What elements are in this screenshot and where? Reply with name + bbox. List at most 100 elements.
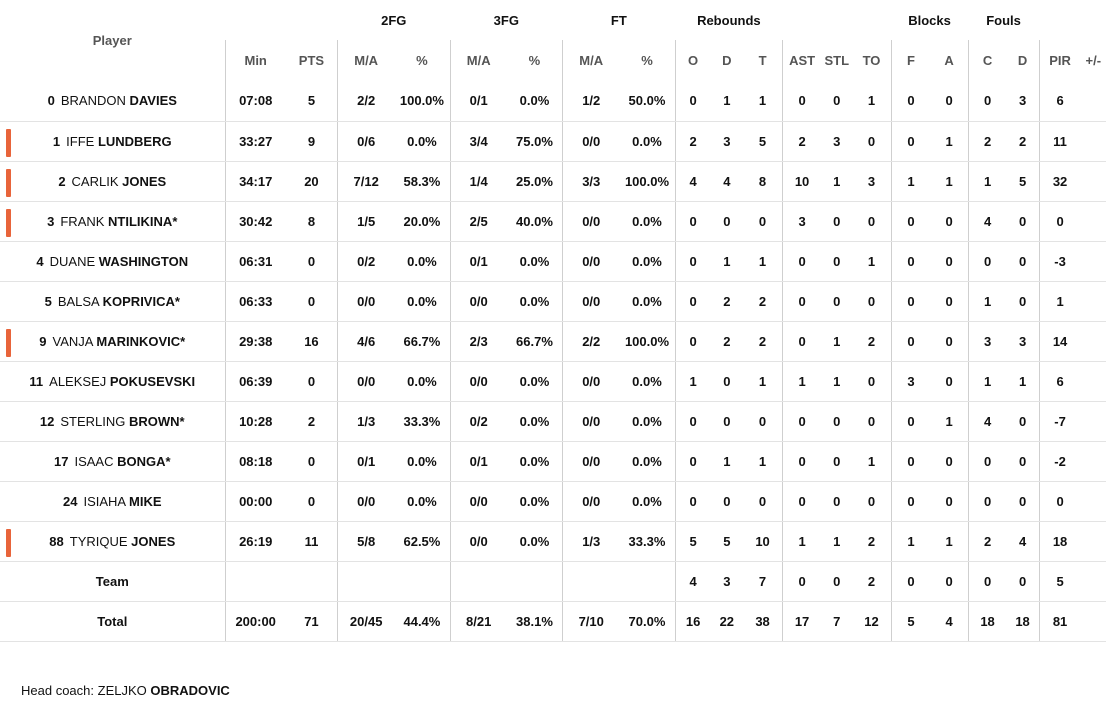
cell-3fg-ma: 0/1 bbox=[449, 81, 507, 122]
player-cell[interactable]: 88 TYRIQUE JONES bbox=[0, 521, 226, 562]
player-first-name: VANJA bbox=[52, 333, 93, 349]
header-group-misc bbox=[783, 0, 891, 40]
cell-pir: 81 bbox=[1038, 601, 1081, 642]
cell-reb-o: 4 bbox=[674, 161, 711, 202]
player-first-name: BRANDON bbox=[60, 93, 126, 109]
player-last-name: WASHINGTON bbox=[98, 253, 189, 269]
cell-stl: 0 bbox=[821, 441, 853, 482]
player-row: 11 ALEKSEJ POKUSEVSKI 06:39 0 0/0 0.0% 0/0 0.0%… bbox=[0, 361, 1106, 402]
player-first-name: STERLING bbox=[60, 413, 126, 429]
cell-reb-d: 0 bbox=[710, 481, 744, 522]
cell-ft-ma: 1/3 bbox=[562, 521, 620, 562]
player-row: 4 DUANE WASHINGTON 06:31 0 0/2 0.0% 0/1 0.0% 0/0… bbox=[0, 241, 1106, 282]
player-first-name: ISAAC bbox=[74, 453, 114, 469]
total-label-text: Total bbox=[97, 613, 128, 629]
cell-ast: 2 bbox=[782, 121, 822, 162]
col-header-reb-d[interactable]: D bbox=[722, 53, 732, 68]
col-header-pir[interactable]: PIR bbox=[1038, 40, 1081, 81]
header-group-rebounds: Rebounds bbox=[697, 12, 761, 28]
col-header-pts[interactable]: PTS bbox=[298, 53, 325, 68]
col-header-2fg-pct[interactable]: % bbox=[416, 53, 428, 68]
player-cell[interactable]: 11 ALEKSEJ POKUSEVSKI bbox=[0, 361, 226, 402]
player-cell[interactable]: 3 FRANK NTILIKINA* bbox=[0, 201, 226, 242]
col-header-ft-ma[interactable]: M/A bbox=[562, 40, 620, 81]
cell-pir: 32 bbox=[1038, 161, 1081, 202]
cell-fouls-c: 1 bbox=[967, 161, 1007, 202]
player-cell[interactable]: 5 BALSA KOPRIVICA* bbox=[0, 281, 226, 322]
player-cell[interactable]: 12 STERLING BROWN* bbox=[0, 401, 226, 442]
cell-pir: -3 bbox=[1038, 241, 1081, 282]
cell-min: 00:00 bbox=[224, 481, 286, 522]
player-cell[interactable]: 24 ISIAHA MIKE bbox=[0, 481, 226, 522]
player-header[interactable]: Player bbox=[92, 33, 132, 48]
cell-3fg-pct: 25.0% bbox=[506, 161, 563, 202]
cell-pir: 6 bbox=[1038, 361, 1081, 402]
cell-2fg-ma: 0/2 bbox=[337, 241, 395, 282]
col-header-3fg-pct[interactable]: % bbox=[528, 53, 541, 68]
cell-3fg-ma: 0/0 bbox=[449, 281, 507, 322]
player-number: 5 bbox=[44, 293, 52, 309]
col-header-reb-t[interactable]: T bbox=[758, 53, 767, 68]
cell-blk-a: 1 bbox=[930, 121, 969, 162]
cell-to: 12 bbox=[852, 601, 892, 642]
player-last-name: DAVIES bbox=[129, 93, 177, 109]
col-header-fouls-c[interactable]: C bbox=[967, 40, 1007, 81]
cell-ft-ma: 3/3 bbox=[562, 161, 620, 202]
cell-ft-pct: 100.0% bbox=[619, 161, 676, 202]
col-header-reb-o[interactable]: O bbox=[674, 40, 711, 81]
head-coach: Head coach: ZELJKO OBRADOVIC bbox=[21, 683, 230, 698]
cell-reb-o: 0 bbox=[674, 321, 711, 362]
player-last-name: JONES bbox=[131, 533, 176, 549]
player-cell[interactable]: 2 CARLIK JONES bbox=[0, 161, 226, 202]
cell-reb-o: 0 bbox=[674, 201, 711, 242]
cell-pir: 1 bbox=[1038, 281, 1081, 322]
player-cell[interactable]: 17 ISAAC BONGA* bbox=[0, 441, 226, 482]
cell-ast: 1 bbox=[782, 521, 822, 562]
player-last-name: KOPRIVICA* bbox=[102, 293, 180, 309]
col-header-stl[interactable]: STL bbox=[824, 53, 850, 68]
cell-to: 1 bbox=[852, 441, 892, 482]
cell-2fg-ma: 4/6 bbox=[337, 321, 395, 362]
cell-pts: 2 bbox=[285, 401, 338, 442]
cell-2fg-pct: 58.3% bbox=[394, 161, 451, 202]
player-first-name: TYRIQUE bbox=[69, 533, 128, 549]
cell-2fg-pct: 100.0% bbox=[394, 81, 451, 122]
starter-marker bbox=[6, 328, 11, 357]
player-last-name: BROWN* bbox=[129, 413, 185, 429]
col-header-plus-minus[interactable]: +/- bbox=[1085, 53, 1102, 68]
player-cell[interactable]: 1 IFFE LUNDBERG bbox=[0, 121, 226, 162]
cell-ast: 0 bbox=[782, 561, 822, 602]
col-header-ast[interactable]: AST bbox=[782, 40, 822, 81]
cell-to: 0 bbox=[852, 401, 892, 442]
player-cell[interactable]: 0 BRANDON DAVIES bbox=[0, 81, 226, 122]
col-header-fouls-d[interactable]: D bbox=[1017, 53, 1028, 68]
col-header-blk-a[interactable]: A bbox=[944, 53, 954, 68]
cell-plus-minus bbox=[1080, 361, 1106, 402]
header-group-empty bbox=[225, 0, 338, 40]
cell-ft-ma: 0/0 bbox=[562, 121, 620, 162]
col-header-ft-pct[interactable]: % bbox=[641, 53, 653, 68]
cell-to: 0 bbox=[852, 281, 892, 322]
cell-ft-pct: 0.0% bbox=[619, 361, 676, 402]
cell-blk-a: 0 bbox=[930, 241, 969, 282]
cell-2fg-pct: 0.0% bbox=[394, 121, 451, 162]
col-header-2fg-ma[interactable]: M/A bbox=[337, 40, 395, 81]
cell-reb-t: 5 bbox=[743, 121, 783, 162]
col-header-blk-f[interactable]: F bbox=[890, 40, 931, 81]
col-header-min[interactable]: Min bbox=[224, 40, 286, 81]
col-header-to[interactable]: TO bbox=[862, 53, 881, 68]
cell-fouls-d: 0 bbox=[1006, 561, 1040, 602]
cell-reb-o: 16 bbox=[674, 601, 711, 642]
cell-plus-minus bbox=[1080, 441, 1106, 482]
cell-stl: 0 bbox=[821, 401, 853, 442]
player-cell[interactable]: 9 VANJA MARINKOVIC* bbox=[0, 321, 226, 362]
cell-pir: 18 bbox=[1038, 521, 1081, 562]
cell-2fg-pct: 20.0% bbox=[394, 201, 451, 242]
player-cell[interactable]: 4 DUANE WASHINGTON bbox=[0, 241, 226, 282]
cell-min bbox=[224, 561, 286, 602]
cell-3fg-ma: 0/1 bbox=[449, 241, 507, 282]
cell-2fg-ma: 5/8 bbox=[337, 521, 395, 562]
player-last-name: BONGA* bbox=[117, 453, 171, 469]
col-header-3fg-ma[interactable]: M/A bbox=[449, 40, 507, 81]
cell-blk-a: 1 bbox=[930, 521, 969, 562]
